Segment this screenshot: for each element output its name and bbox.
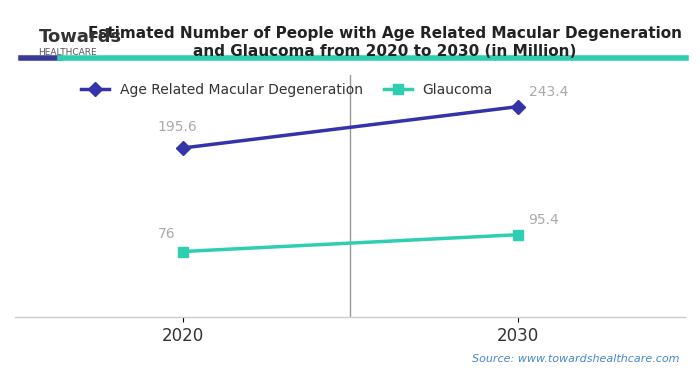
Text: Estimated Number of People with Age Related Macular Degeneration
and Glaucoma fr: Estimated Number of People with Age Rela… [88,26,682,58]
Text: HEALTHCARE: HEALTHCARE [38,48,97,57]
Text: 95.4: 95.4 [528,213,559,226]
Text: 195.6: 195.6 [158,120,197,134]
Legend: Age Related Macular Degeneration, Glaucoma: Age Related Macular Degeneration, Glauco… [76,77,498,102]
Text: 76: 76 [158,226,175,241]
Text: Towards: Towards [38,28,122,46]
Text: 243.4: 243.4 [528,84,568,99]
Text: Source: www.towardshealthcare.com: Source: www.towardshealthcare.com [472,354,679,364]
